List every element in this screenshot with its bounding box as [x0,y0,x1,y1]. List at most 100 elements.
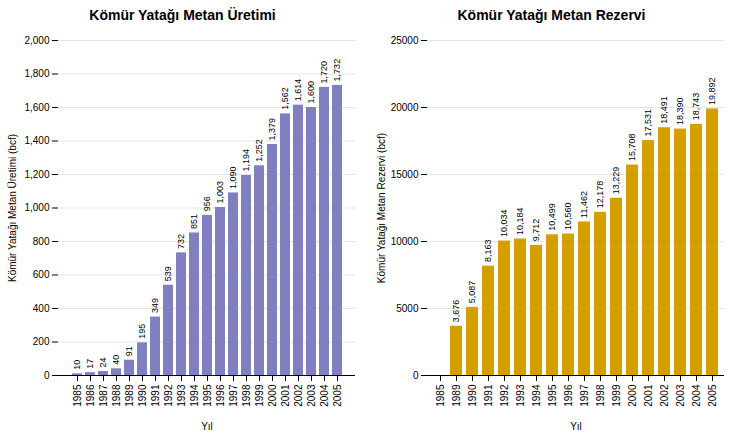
svg-text:1994: 1994 [531,384,542,407]
svg-text:2004: 2004 [691,384,702,407]
svg-text:2005: 2005 [707,384,718,407]
svg-text:2003: 2003 [675,384,686,407]
svg-text:13,229: 13,229 [611,167,621,195]
svg-text:1993: 1993 [176,384,187,407]
svg-text:1997: 1997 [579,384,590,407]
html-text:Kömür Yatağı Metan Rezervi: Kömür Yatağı Metan Rezervi [457,7,646,23]
svg-text:1999: 1999 [611,384,622,407]
svg-text:1992: 1992 [499,384,510,407]
svg-text:1990: 1990 [137,384,148,407]
svg-text:1995: 1995 [202,384,213,407]
svg-text:Yıl: Yıl [201,421,213,432]
svg-text:15,708: 15,708 [627,133,637,161]
html-text:Kömür Yatağı Metan Üretimi: Kömür Yatağı Metan Üretimi [89,7,276,23]
svg-text:1990: 1990 [467,384,478,407]
svg-text:15000: 15000 [391,169,419,180]
svg-text:Kömür Yatağı Metan Üretimi (bc: Kömür Yatağı Metan Üretimi (bcf) [7,134,18,282]
svg-text:Yıl: Yıl [570,421,582,432]
svg-text:1991: 1991 [483,384,494,407]
svg-text:1989: 1989 [124,384,135,407]
svg-text:10000: 10000 [391,236,419,247]
svg-text:851: 851 [189,214,199,229]
svg-text:2000: 2000 [627,384,638,407]
svg-text:1999: 1999 [254,384,265,407]
svg-text:956: 956 [202,196,212,211]
svg-text:1994: 1994 [189,384,200,407]
svg-text:18,491: 18,491 [659,96,669,124]
svg-text:1,600: 1,600 [306,81,316,104]
svg-text:1989: 1989 [451,384,462,407]
svg-text:1995: 1995 [547,384,558,407]
svg-text:1,600: 1,600 [24,102,49,113]
svg-text:10,499: 10,499 [547,203,557,231]
svg-text:600: 600 [33,269,50,280]
svg-text:9,712: 9,712 [531,219,541,242]
svg-text:1,000: 1,000 [24,202,49,213]
svg-text:349: 349 [150,298,160,313]
svg-text:1,252: 1,252 [254,139,264,162]
svg-text:1991: 1991 [150,384,161,407]
svg-text:400: 400 [33,303,50,314]
svg-text:18,390: 18,390 [675,98,685,126]
svg-text:0: 0 [413,370,419,381]
svg-text:1,800: 1,800 [24,68,49,79]
svg-text:17: 17 [85,359,95,369]
svg-text:2,000: 2,000 [24,35,49,46]
svg-text:1985: 1985 [435,384,446,407]
svg-text:10: 10 [72,360,82,370]
svg-text:1987: 1987 [98,384,109,407]
svg-text:Kömür Yatağı Metan Rezervi (bc: Kömür Yatağı Metan Rezervi (bcf) [376,133,387,283]
svg-text:10,184: 10,184 [515,208,525,236]
svg-text:1,194: 1,194 [241,149,251,172]
svg-text:2002: 2002 [659,384,670,407]
svg-text:800: 800 [33,236,50,247]
svg-text:11,462: 11,462 [579,191,589,218]
svg-text:91: 91 [124,346,134,356]
svg-text:1,614: 1,614 [293,79,303,102]
svg-text:1997: 1997 [228,384,239,407]
svg-text:10,034: 10,034 [499,210,509,238]
svg-text:2002: 2002 [293,384,304,407]
svg-text:200: 200 [33,336,50,347]
svg-text:2001: 2001 [643,384,654,407]
svg-text:1998: 1998 [241,384,252,407]
svg-text:1993: 1993 [515,384,526,407]
svg-text:1,200: 1,200 [24,169,49,180]
svg-text:1,090: 1,090 [228,166,238,189]
svg-text:2000: 2000 [267,384,278,407]
svg-text:1996: 1996 [563,384,574,407]
svg-text:17,531: 17,531 [643,109,653,137]
svg-text:2003: 2003 [306,384,317,407]
svg-text:19,892: 19,892 [707,77,717,105]
svg-text:3,676: 3,676 [451,300,461,323]
svg-text:5,087: 5,087 [467,281,477,304]
svg-text:8,163: 8,163 [483,240,493,263]
svg-text:10,560: 10,560 [563,202,573,230]
svg-text:1996: 1996 [215,384,226,407]
svg-text:195: 195 [137,324,147,339]
svg-text:1998: 1998 [595,384,606,407]
svg-text:1,379: 1,379 [267,118,277,141]
svg-text:1986: 1986 [85,384,96,407]
svg-text:12,178: 12,178 [595,181,605,209]
svg-text:1,720: 1,720 [319,61,329,84]
svg-text:40: 40 [111,355,121,365]
svg-text:2005: 2005 [332,384,343,407]
svg-text:1,562: 1,562 [280,87,290,110]
svg-text:2004: 2004 [319,384,330,407]
svg-text:1,732: 1,732 [332,59,342,82]
svg-text:20000: 20000 [391,102,419,113]
svg-text:2001: 2001 [280,384,291,407]
svg-text:732: 732 [176,234,186,249]
svg-text:18,743: 18,743 [691,93,701,121]
svg-text:5000: 5000 [396,303,419,314]
svg-text:1992: 1992 [163,384,174,407]
svg-text:1985: 1985 [72,384,83,407]
svg-text:25000: 25000 [391,35,419,46]
svg-text:1,400: 1,400 [24,135,49,146]
svg-text:1,003: 1,003 [215,181,225,204]
svg-text:24: 24 [98,357,108,367]
svg-text:1988: 1988 [111,384,122,407]
svg-text:539: 539 [163,266,173,281]
svg-text:0: 0 [44,370,50,381]
